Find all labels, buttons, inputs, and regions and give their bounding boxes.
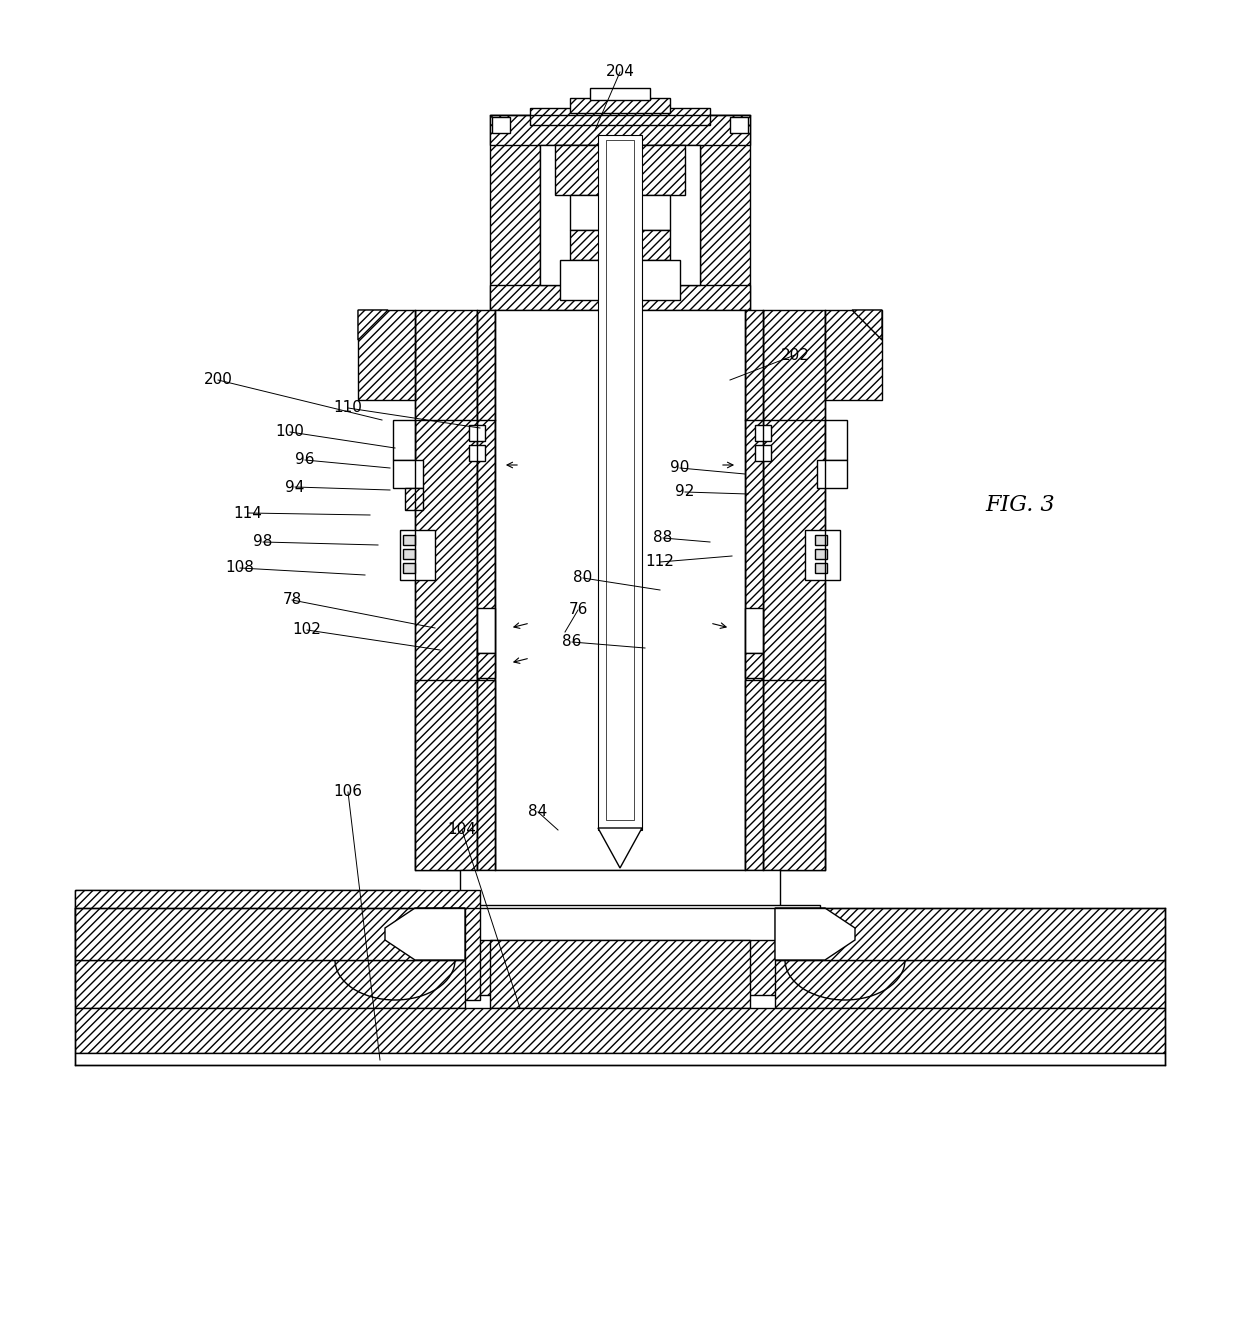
- Text: 110: 110: [334, 400, 362, 416]
- Bar: [539, 144, 701, 285]
- Bar: [492, 117, 510, 132]
- Bar: [477, 653, 495, 678]
- Bar: [763, 310, 825, 871]
- Polygon shape: [74, 908, 465, 961]
- Bar: [74, 890, 480, 1000]
- Polygon shape: [598, 828, 642, 868]
- Bar: [477, 608, 495, 653]
- Bar: [745, 310, 763, 871]
- Text: 88: 88: [653, 530, 672, 546]
- Polygon shape: [775, 908, 856, 961]
- Bar: [401, 530, 435, 580]
- Bar: [74, 1008, 1166, 1053]
- Text: 84: 84: [528, 804, 548, 819]
- Bar: [405, 488, 423, 510]
- Bar: [570, 231, 670, 260]
- Bar: [469, 445, 485, 461]
- Bar: [420, 905, 820, 951]
- Text: FIG. 3: FIG. 3: [986, 494, 1055, 515]
- Text: 92: 92: [676, 485, 694, 500]
- Text: 104: 104: [448, 823, 476, 837]
- Text: 204: 204: [605, 65, 635, 79]
- Polygon shape: [384, 908, 465, 961]
- Bar: [477, 310, 495, 871]
- Bar: [815, 549, 827, 559]
- Bar: [606, 140, 634, 820]
- Text: 86: 86: [562, 635, 582, 649]
- Bar: [556, 144, 684, 195]
- Bar: [775, 961, 1166, 1008]
- Bar: [393, 420, 415, 460]
- Bar: [825, 310, 882, 400]
- Bar: [590, 87, 650, 99]
- Bar: [477, 680, 495, 871]
- Polygon shape: [775, 908, 1166, 961]
- Bar: [358, 310, 415, 400]
- Bar: [403, 549, 415, 559]
- Bar: [817, 460, 847, 488]
- Text: 98: 98: [253, 534, 273, 550]
- Text: 80: 80: [573, 571, 593, 586]
- Bar: [490, 115, 539, 310]
- Bar: [415, 310, 477, 871]
- Bar: [393, 460, 423, 488]
- Text: 202: 202: [780, 347, 810, 363]
- Text: 96: 96: [295, 453, 315, 468]
- Bar: [450, 939, 790, 995]
- Bar: [701, 115, 750, 310]
- Text: 114: 114: [233, 506, 263, 521]
- Bar: [560, 260, 680, 299]
- Bar: [74, 1053, 1166, 1065]
- Text: 94: 94: [285, 480, 305, 494]
- Bar: [415, 680, 477, 871]
- Bar: [495, 310, 745, 871]
- Bar: [403, 563, 415, 572]
- Polygon shape: [852, 310, 882, 341]
- Bar: [598, 135, 642, 829]
- Bar: [74, 890, 420, 930]
- Bar: [755, 445, 771, 461]
- Bar: [825, 420, 847, 460]
- Text: 76: 76: [568, 603, 588, 617]
- Bar: [815, 563, 827, 572]
- Text: 78: 78: [283, 592, 301, 607]
- Text: 108: 108: [226, 560, 254, 575]
- Bar: [763, 680, 825, 871]
- Text: 112: 112: [646, 554, 675, 570]
- Bar: [460, 871, 780, 939]
- Bar: [815, 535, 827, 545]
- Bar: [755, 425, 771, 441]
- Text: 200: 200: [203, 372, 232, 387]
- Bar: [403, 535, 415, 545]
- Polygon shape: [358, 310, 388, 341]
- Bar: [745, 608, 763, 653]
- Bar: [490, 939, 750, 1008]
- Bar: [529, 109, 711, 125]
- Bar: [74, 961, 465, 1008]
- Bar: [570, 98, 670, 113]
- Bar: [490, 115, 750, 144]
- Bar: [805, 530, 839, 580]
- Text: 90: 90: [671, 461, 689, 476]
- Bar: [730, 117, 748, 132]
- Bar: [570, 195, 670, 231]
- Bar: [745, 680, 763, 871]
- Text: 100: 100: [275, 424, 305, 440]
- Bar: [490, 285, 750, 310]
- Text: 106: 106: [334, 784, 362, 799]
- Bar: [745, 653, 763, 678]
- Text: 102: 102: [293, 623, 321, 637]
- Bar: [469, 425, 485, 441]
